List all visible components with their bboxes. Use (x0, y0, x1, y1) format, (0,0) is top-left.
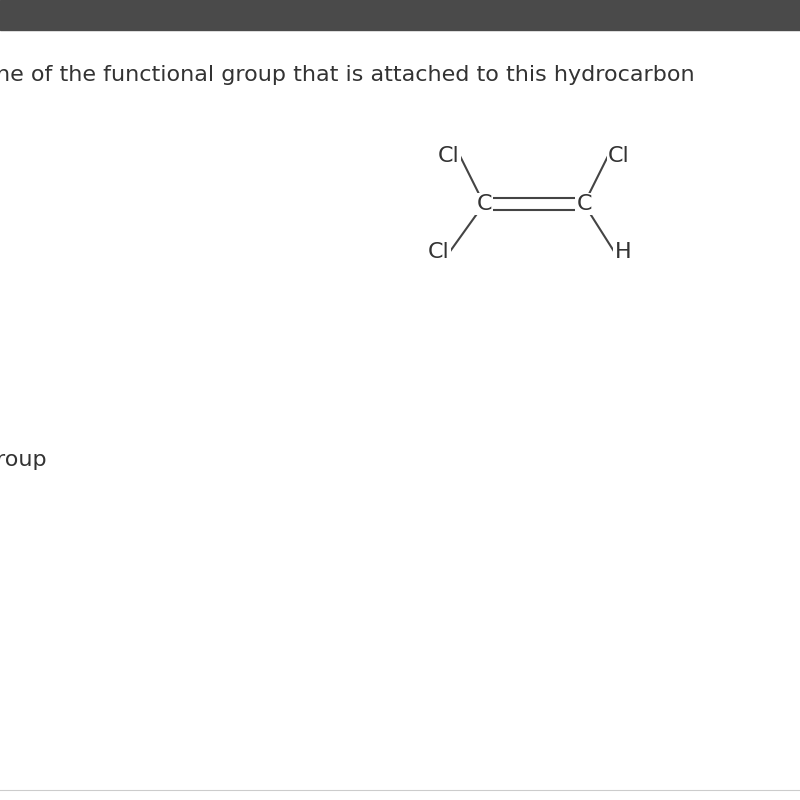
Text: roup: roup (0, 450, 46, 470)
Bar (0, 0, 800, 30)
Text: Cl: Cl (438, 146, 460, 166)
Text: C: C (576, 194, 592, 214)
Text: H: H (614, 242, 631, 262)
Text: ne of the functional group that is attached to this hydrocarbon: ne of the functional group that is attac… (0, 65, 694, 85)
Text: Cl: Cl (428, 242, 450, 262)
Text: C: C (476, 194, 492, 214)
Text: Cl: Cl (608, 146, 630, 166)
